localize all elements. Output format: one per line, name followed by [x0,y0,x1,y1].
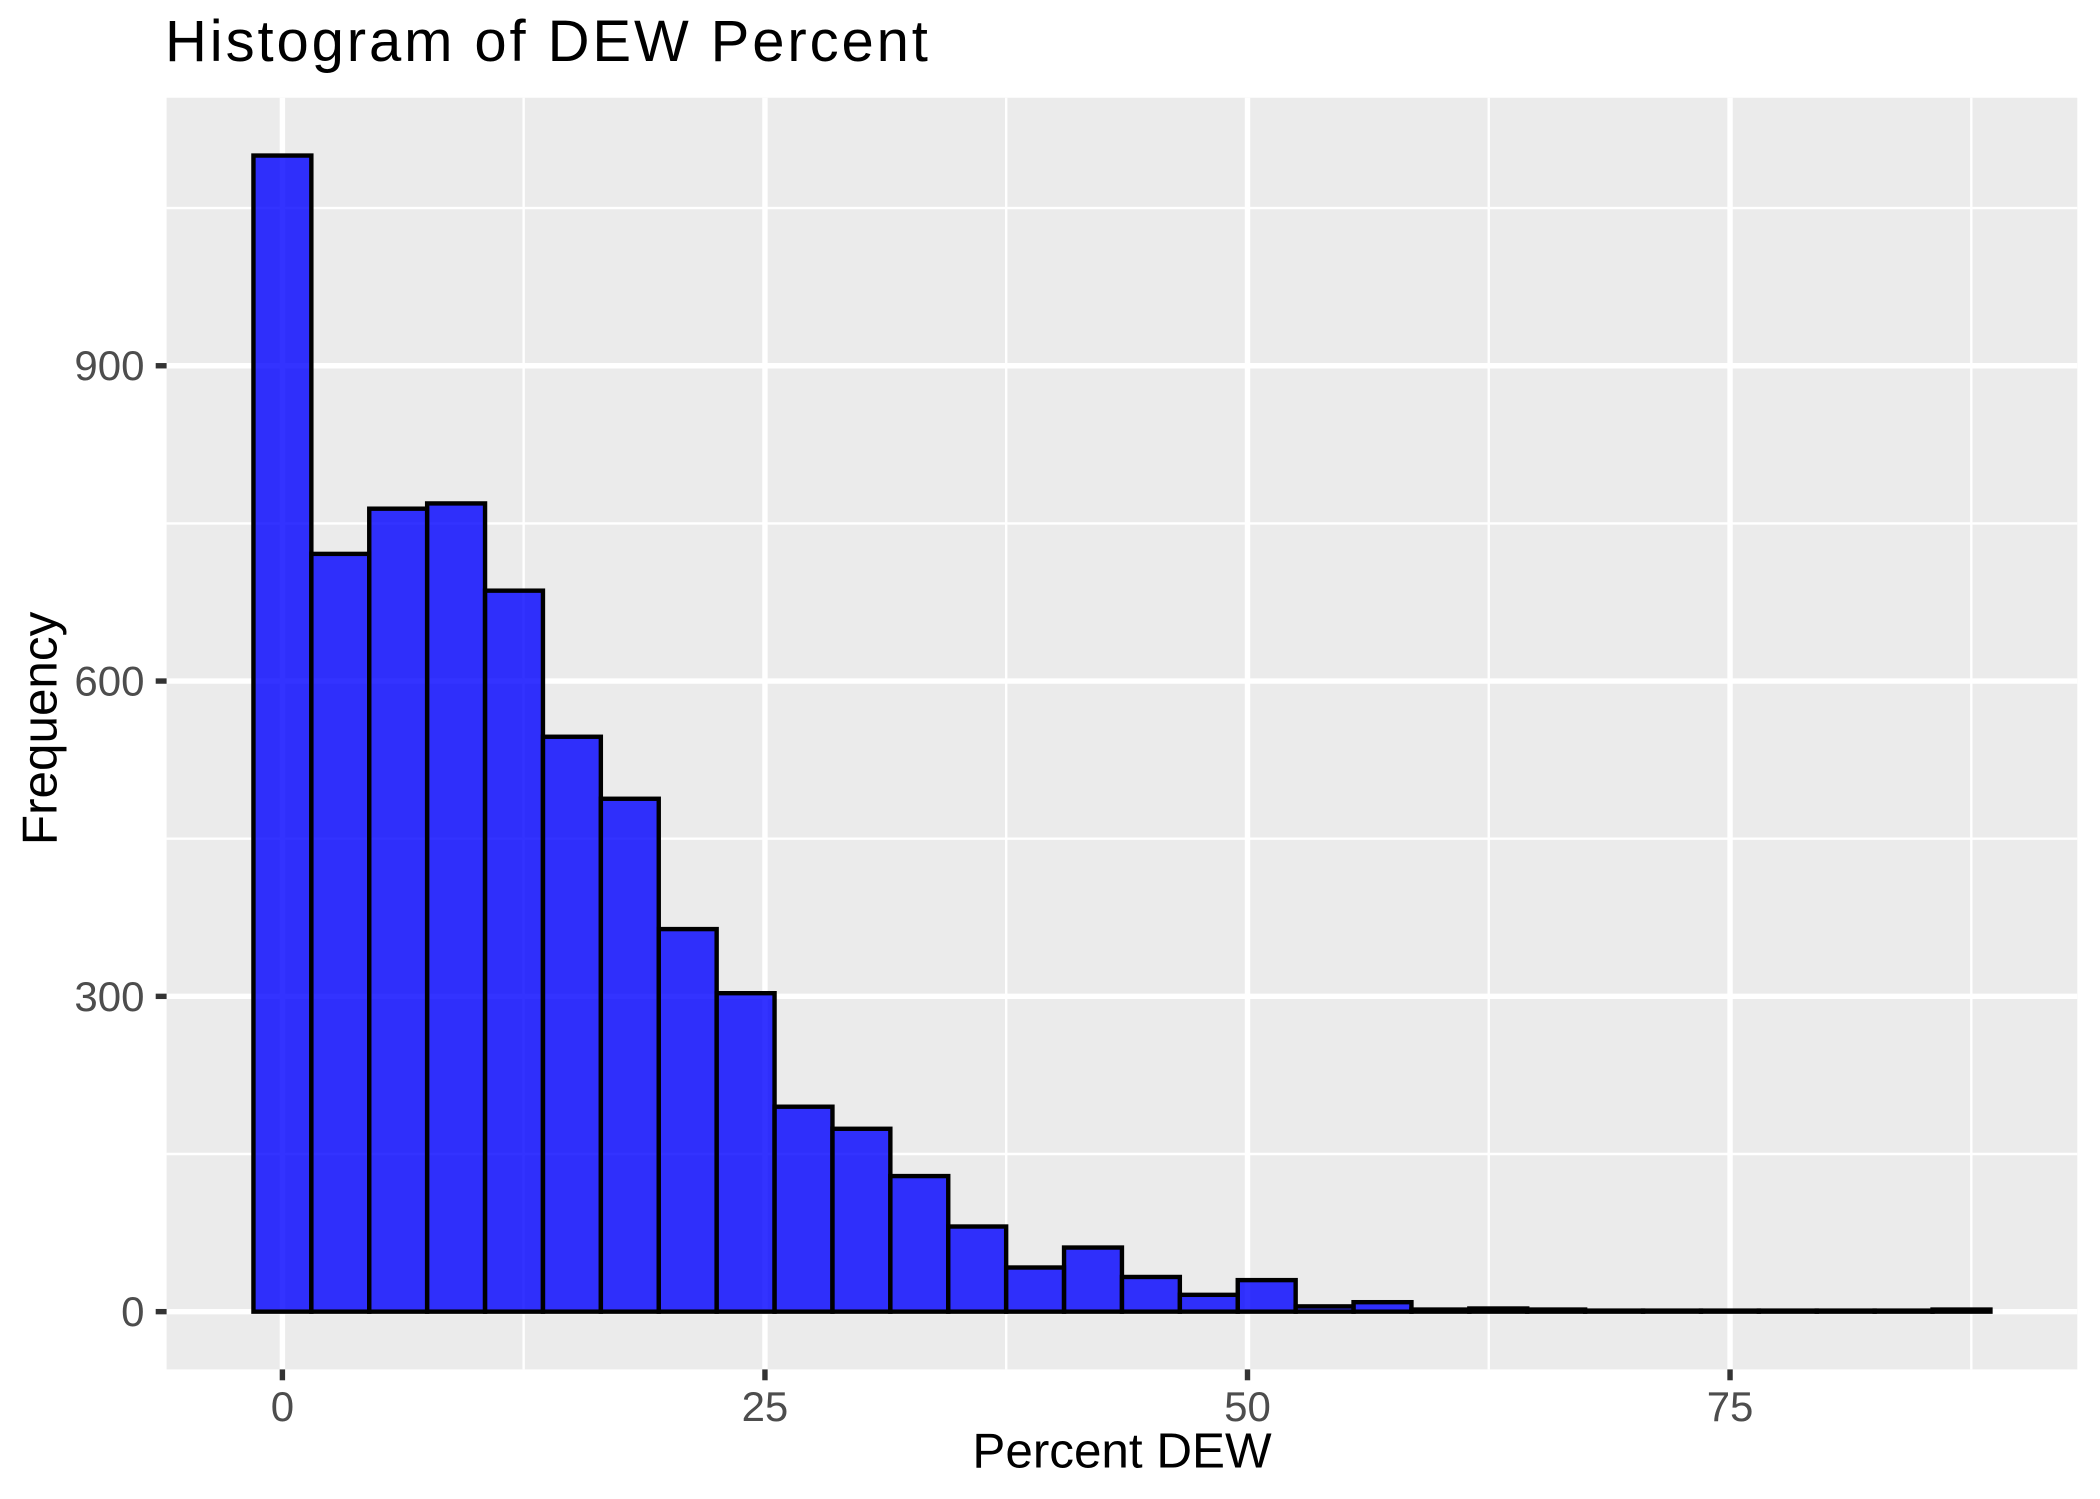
svg-text:0: 0 [121,1288,144,1335]
svg-text:600: 600 [74,658,144,705]
svg-text:Histogram of DEW Percent: Histogram of DEW Percent [165,9,931,74]
svg-text:25: 25 [742,1383,789,1430]
svg-text:Percent DEW: Percent DEW [972,1423,1272,1478]
svg-text:Frequency: Frequency [13,611,68,845]
svg-text:900: 900 [74,342,144,389]
svg-text:75: 75 [1707,1383,1754,1430]
svg-text:50: 50 [1224,1383,1271,1430]
svg-text:300: 300 [74,973,144,1020]
svg-text:0: 0 [271,1383,294,1430]
